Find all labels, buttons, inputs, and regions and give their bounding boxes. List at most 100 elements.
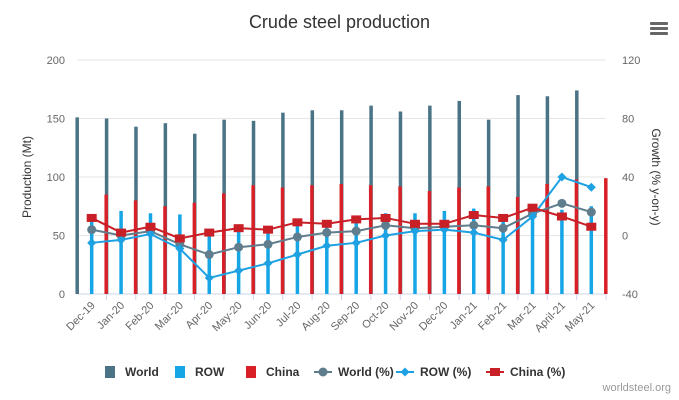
y-tick-label: 0 — [59, 289, 65, 301]
point-china — [86, 213, 97, 222]
legend-label-world: World (%) — [338, 365, 394, 379]
bar-row — [472, 208, 476, 294]
x-tick-label: May-21 — [563, 300, 597, 334]
point-row — [116, 235, 126, 245]
legend-marker-china — [490, 368, 500, 376]
bar-china — [515, 196, 520, 294]
y-tick-label: 200 — [47, 55, 65, 67]
bar-row — [560, 209, 564, 294]
point-world — [204, 250, 214, 260]
point-row — [351, 238, 361, 248]
legend-marker-world — [318, 367, 328, 377]
bar-china — [545, 184, 549, 294]
point-world — [557, 198, 567, 208]
bar-row — [354, 219, 358, 294]
chart-title: Crude steel production — [248, 12, 431, 32]
legend-label-row: ROW — [195, 365, 225, 379]
point-china — [233, 224, 244, 233]
point-row — [87, 238, 97, 248]
bar-row — [89, 216, 94, 294]
point-china — [556, 212, 567, 221]
bar-china — [398, 186, 402, 294]
point-row — [263, 258, 273, 268]
point-row — [322, 241, 332, 251]
point-china — [351, 215, 362, 224]
point-world — [498, 223, 508, 233]
y2-tick-label: 40 — [622, 172, 634, 184]
x-tick-label: Jan-21 — [448, 300, 480, 332]
bar-row — [530, 203, 535, 294]
point-row — [410, 226, 420, 236]
point-china — [409, 219, 420, 228]
point-world — [322, 228, 332, 238]
x-tick-label: Sep-20 — [329, 300, 363, 334]
x-tick-label: Dec-19 — [64, 300, 98, 334]
point-row — [557, 172, 567, 182]
hamburger-menu-icon[interactable] — [650, 22, 668, 36]
x-tick-label: Dec-20 — [417, 300, 451, 334]
x-tick-label: Feb-20 — [123, 300, 156, 333]
point-china — [439, 219, 450, 228]
point-china — [204, 228, 215, 237]
bar-row — [501, 216, 505, 294]
y-tick-label: 150 — [47, 114, 65, 126]
line-row — [91, 175, 592, 280]
point-world — [351, 226, 361, 236]
point-china — [263, 225, 274, 234]
point-row — [498, 235, 508, 245]
bar-china — [427, 191, 432, 294]
legend-swatch-world — [105, 366, 115, 378]
y2-tick-label: -40 — [622, 289, 638, 301]
point-world — [292, 232, 302, 242]
point-china — [468, 211, 479, 220]
bar-china — [339, 184, 344, 294]
legend-swatch-row — [175, 366, 185, 378]
point-row — [204, 273, 214, 283]
credit-label[interactable]: worldsteel.org — [602, 382, 671, 394]
y-tick-label: 50 — [53, 231, 65, 243]
y2-tick-label: 120 — [622, 55, 640, 67]
point-world — [586, 207, 596, 217]
point-row — [381, 231, 391, 240]
y-axis-title: Production (Mt) — [20, 136, 34, 218]
bar-china — [251, 185, 255, 294]
bar-china — [163, 206, 167, 294]
bar-china — [604, 178, 608, 294]
bar-china — [104, 194, 108, 294]
bar-china — [222, 193, 226, 294]
bar-row — [148, 213, 153, 294]
point-row — [528, 211, 538, 221]
bar-world — [516, 95, 520, 294]
bar-world — [75, 117, 79, 294]
point-world — [234, 242, 244, 252]
point-china — [586, 222, 597, 231]
point-china — [292, 218, 303, 227]
bar-row — [383, 213, 388, 294]
y2-axis-title: Growth (% y-on-y) — [649, 128, 663, 225]
x-tick-label: Mar-20 — [153, 300, 186, 333]
bar-row — [413, 213, 417, 294]
x-tick-label: Jan-20 — [95, 300, 127, 332]
point-row — [292, 250, 302, 260]
x-tick-label: Jun-20 — [242, 300, 274, 332]
point-world — [263, 239, 273, 249]
x-tick-label: Oct-20 — [360, 300, 392, 332]
bar-china — [457, 187, 461, 294]
point-china — [380, 213, 391, 222]
point-china — [116, 228, 127, 237]
legend-label-china: China — [266, 365, 300, 379]
point-row — [234, 266, 244, 276]
bar-china — [574, 179, 579, 294]
bar-china — [486, 186, 490, 294]
bar-row — [442, 210, 447, 294]
bar-row — [178, 214, 182, 294]
bar-row — [236, 228, 241, 294]
point-world — [469, 220, 479, 230]
point-world — [87, 225, 97, 235]
bar-row — [119, 210, 123, 294]
point-row — [469, 228, 479, 238]
legend-swatch-china — [246, 366, 256, 378]
point-row — [586, 182, 596, 192]
x-tick-label: Aug-20 — [299, 300, 333, 334]
y-tick-label: 100 — [47, 172, 65, 184]
